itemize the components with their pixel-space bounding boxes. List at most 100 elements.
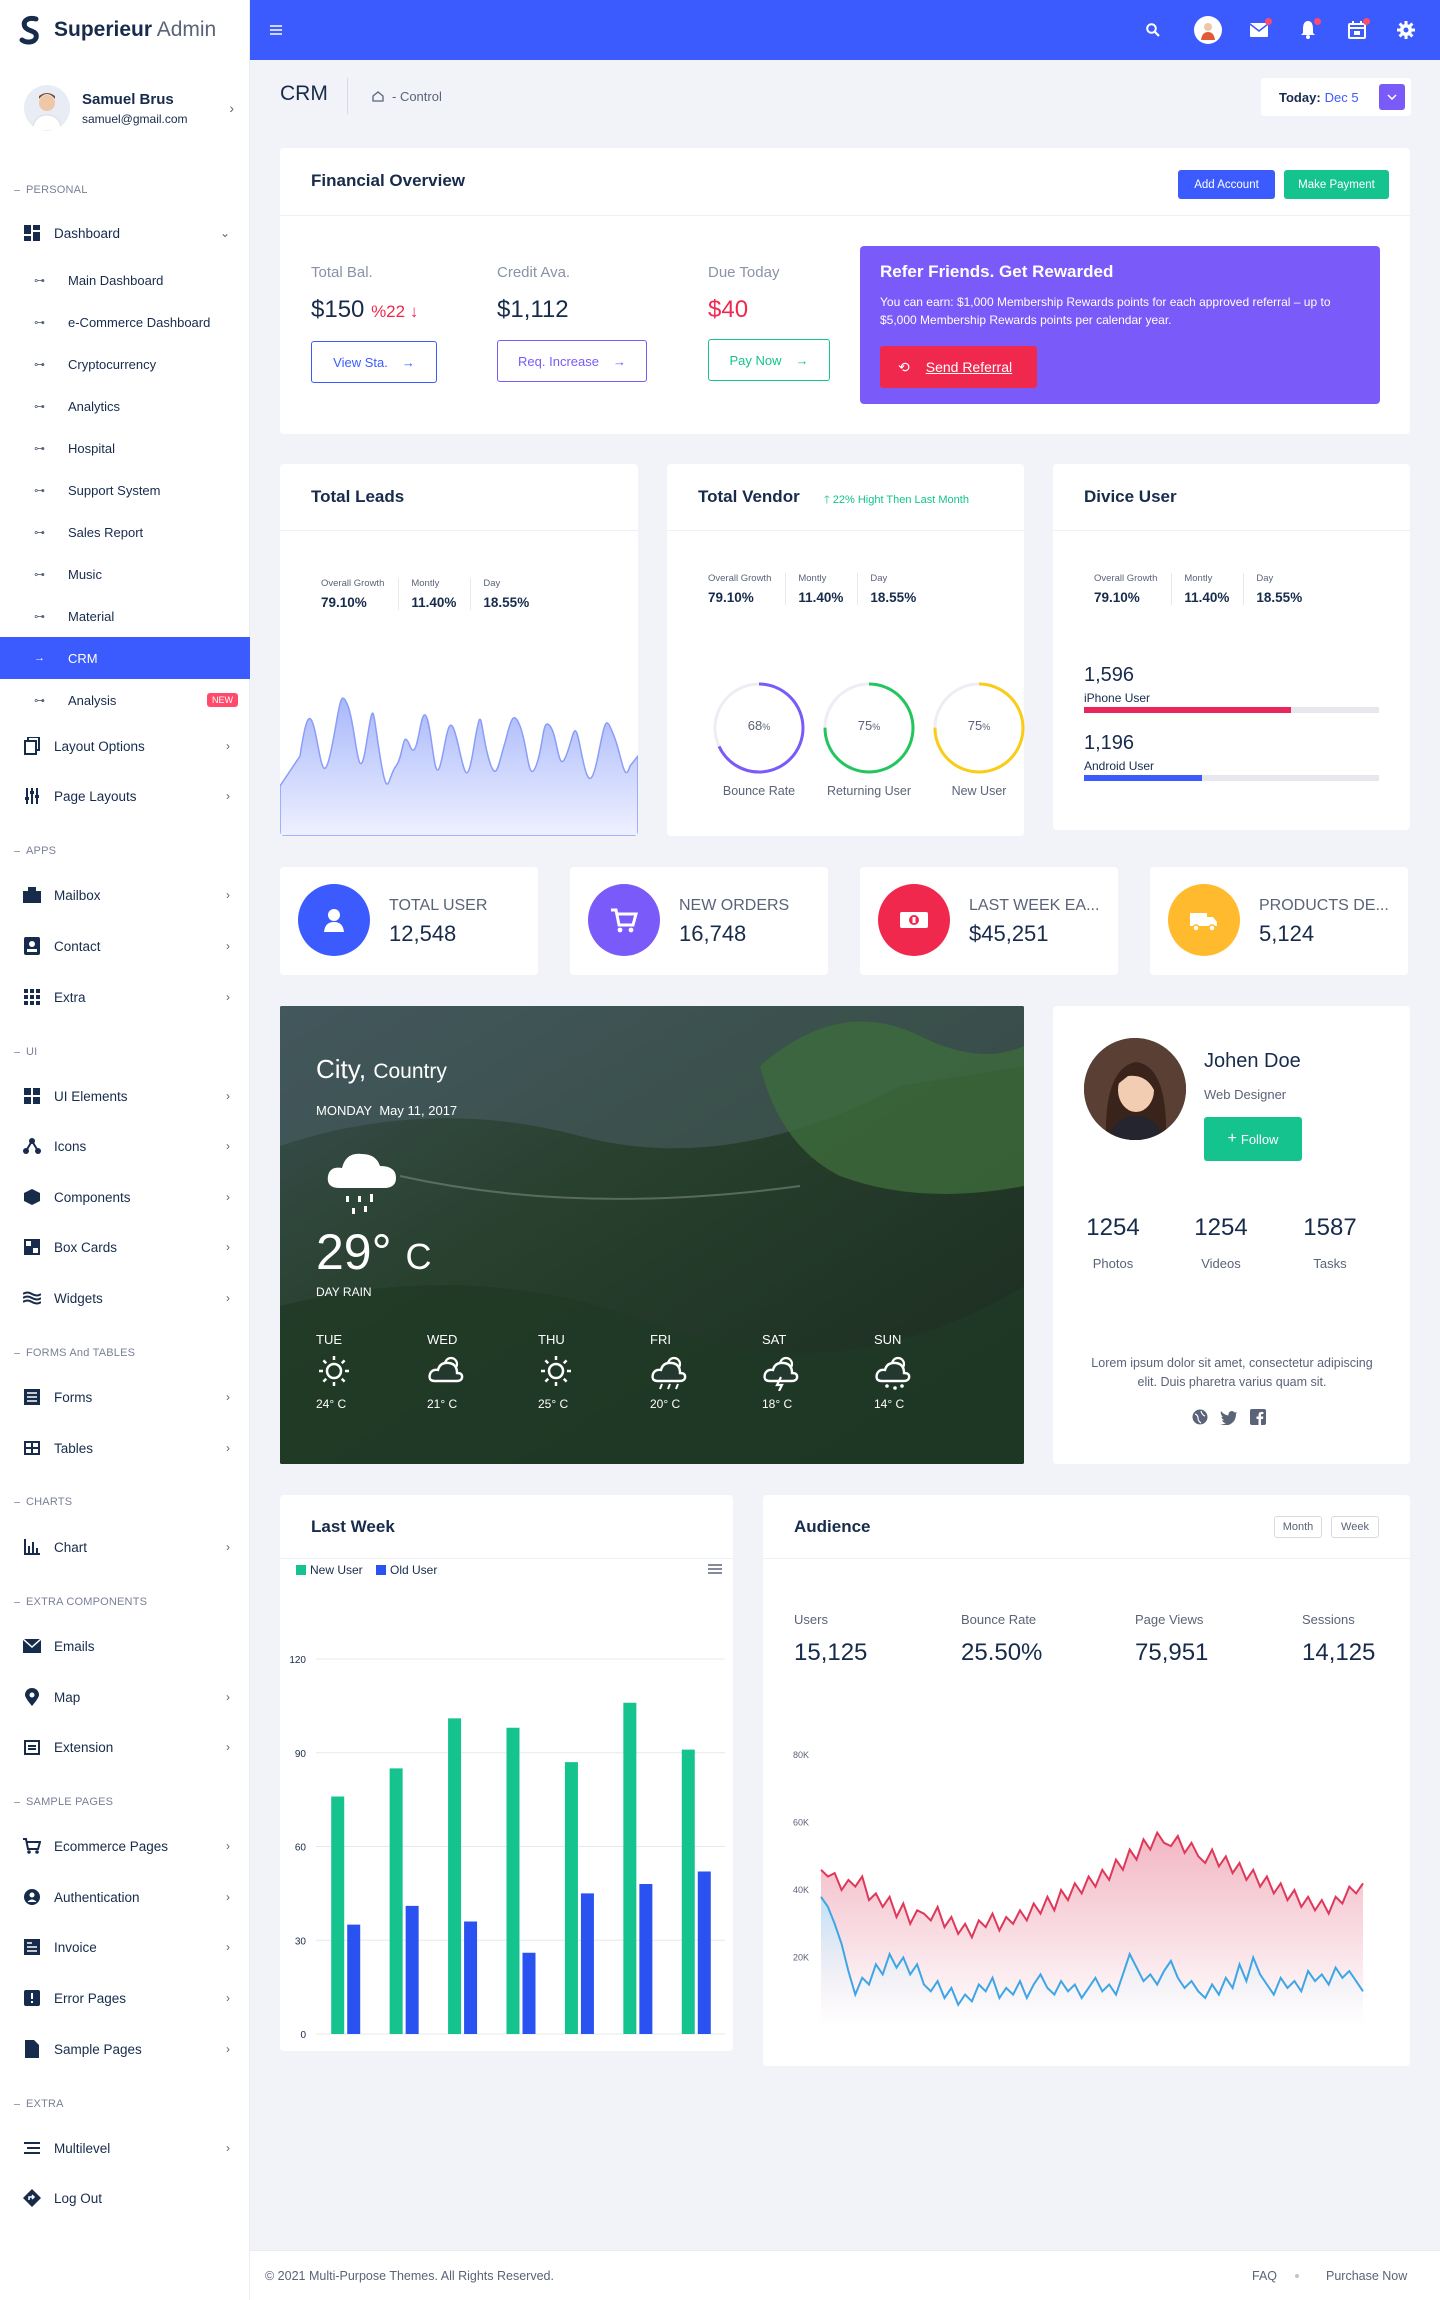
mail-icon[interactable] <box>1245 16 1273 44</box>
money-icon <box>878 884 950 956</box>
sidebar-sub-music[interactable]: ⊶ Music <box>0 553 250 595</box>
view-statement-button[interactable]: View Sta. → <box>311 341 437 383</box>
refresh-icon: ⟲ <box>898 358 910 375</box>
month-toggle-button[interactable]: Month <box>1274 1516 1322 1538</box>
sidebar-item-multilevel[interactable]: Multilevel › <box>0 2127 250 2169</box>
card-title: Audience <box>794 1517 871 1536</box>
table-icon <box>22 1438 42 1458</box>
mini-stat-card: NEW ORDERS 16,748 <box>570 867 828 975</box>
stat: Day 18.55% <box>470 578 543 610</box>
sidebar-sub-analysis[interactable]: ⊶ Analysis NEW <box>0 679 250 721</box>
device-count: 1,596 <box>1084 664 1135 686</box>
sidebar-item-chart[interactable]: Chart › <box>0 1526 250 1568</box>
waves-icon <box>22 1288 42 1308</box>
series-line <box>820 1896 1364 2007</box>
follow-button[interactable]: + Follow <box>1204 1117 1302 1161</box>
vendor-ring: 68% Bounce Rate <box>704 680 814 820</box>
total-leads-card: Total Leads Overall Growth 79.10% Montly 1… <box>280 464 638 836</box>
sidebar-sub-material[interactable]: ⊶ Material <box>0 595 250 637</box>
send-referral-button[interactable]: ⟲ Send Referral <box>880 346 1037 388</box>
profile-stat-label: Videos <box>1201 1256 1241 1271</box>
truck-icon <box>1168 884 1240 956</box>
facebook-icon[interactable] <box>1250 1409 1266 1425</box>
sidebar-sub-ecommerce-dashboard[interactable]: ⊶ e-Commerce Dashboard <box>0 301 250 343</box>
make-payment-button[interactable]: Make Payment <box>1284 170 1389 199</box>
add-account-button[interactable]: Add Account <box>1178 170 1275 199</box>
sidebar-item-authentication[interactable]: Authentication › <box>0 1876 250 1918</box>
request-increase-button[interactable]: Req. Increase → <box>497 340 647 382</box>
sidebar-sub-label: Music <box>68 566 102 582</box>
twitter-icon[interactable] <box>1220 1409 1238 1425</box>
purchase-now-link[interactable]: Purchase Now <box>1326 2269 1408 2283</box>
sidebar-item-invoice[interactable]: Invoice › <box>0 1926 250 1968</box>
chevron-right-icon: › <box>226 1540 230 1554</box>
logo[interactable]: Superieur Admin <box>0 0 250 60</box>
stat-label: Overall Growth <box>1094 573 1158 584</box>
faq-link[interactable]: FAQ <box>1252 2269 1278 2283</box>
bar <box>464 1921 478 2034</box>
globe-icon[interactable] <box>1192 1409 1208 1425</box>
sidebar-sub-hospital[interactable]: ⊶ Hospital <box>0 427 250 469</box>
sidebar-sub-crm[interactable]: → CRM <box>0 637 250 679</box>
forecast-temp: 20° C <box>650 1397 681 1411</box>
sidebar-sub-analytics[interactable]: ⊶ Analytics <box>0 385 250 427</box>
contact-icon <box>22 936 42 956</box>
button-label: Req. Increase <box>518 353 599 369</box>
sidebar-sub-cryptocurrency[interactable]: ⊶ Cryptocurrency <box>0 343 250 385</box>
sidebar-sub-support-system[interactable]: ⊶ Support System <box>0 469 250 511</box>
sidebar-item-ecommerce-pages[interactable]: Ecommerce Pages › <box>0 1825 250 1867</box>
settings-gear-icon[interactable] <box>1392 16 1420 44</box>
key-icon: ⊶ <box>34 316 45 329</box>
rain-cloud-icon <box>327 1153 396 1214</box>
home-icon[interactable] <box>372 91 384 102</box>
sidebar-sub-sales-report[interactable]: ⊶ Sales Report <box>0 511 250 553</box>
sidebar-item-tables[interactable]: Tables › <box>0 1427 250 1469</box>
sidebar-item-layout-options[interactable]: Layout Options › <box>0 725 250 767</box>
sidebar-item-icons[interactable]: Icons › <box>0 1125 250 1167</box>
percent-sign: % <box>982 722 991 732</box>
sidebar-item-mailbox[interactable]: Mailbox › <box>0 874 250 916</box>
sidebar-item-contact[interactable]: Contact › <box>0 925 250 967</box>
sidebar-item-dashboard[interactable]: Dashboard ⌄ <box>0 212 250 254</box>
sidebar-item-extra[interactable]: Extra › <box>0 976 250 1018</box>
stat: Overall Growth 79.10% <box>321 578 398 610</box>
sidebar-item-box-cards[interactable]: Box Cards › <box>0 1226 250 1268</box>
pay-now-button[interactable]: Pay Now → <box>708 339 830 381</box>
date-picker[interactable]: Today: Dec 5 <box>1261 78 1411 116</box>
chart-menu-icon[interactable] <box>708 1564 722 1574</box>
button-label: Pay Now <box>729 352 782 368</box>
sidebar-item-error-pages[interactable]: Error Pages › <box>0 1977 250 2019</box>
sidebar-item-emails[interactable]: Emails <box>0 1625 250 1667</box>
sidebar-item-sample-pages[interactable]: Sample Pages › <box>0 2028 250 2070</box>
bar <box>405 1905 419 2034</box>
weather-description: DAY RAIN <box>316 1285 372 1299</box>
sidebar-item-label: Map <box>54 1689 81 1705</box>
sidebar-item-logout[interactable]: Log Out <box>0 2177 250 2219</box>
sidebar-item-page-layouts[interactable]: Page Layouts › <box>0 775 250 817</box>
user-panel[interactable]: Samuel Brus samuel@gmail.com › <box>24 80 234 136</box>
sidebar-item-widgets[interactable]: Widgets › <box>0 1277 250 1319</box>
sidebar-item-forms[interactable]: Forms › <box>0 1376 250 1418</box>
sidebar-item-map[interactable]: Map › <box>0 1676 250 1718</box>
y-tick-label: 40K <box>793 1885 809 1895</box>
bell-icon[interactable] <box>1294 16 1322 44</box>
menu-toggle-icon[interactable] <box>262 16 290 44</box>
page-header: CRM - Control Today: Dec 5 <box>280 78 1411 118</box>
refer-text: You can earn: $1,000 Membership Rewards … <box>880 295 1331 327</box>
sidebar-sub-main-dashboard[interactable]: ⊶ Main Dashboard <box>0 259 250 301</box>
date-dropdown-button[interactable] <box>1379 84 1405 110</box>
sidebar-item-label: Page Layouts <box>54 788 137 804</box>
bar <box>522 1952 536 2034</box>
audience-stat-label: Bounce Rate <box>961 1612 1037 1627</box>
calendar-icon[interactable] <box>1343 16 1371 44</box>
chevron-right-icon: › <box>226 939 230 953</box>
sidebar-item-components[interactable]: Components › <box>0 1176 250 1218</box>
week-toggle-button[interactable]: Week <box>1331 1516 1379 1538</box>
topbar <box>250 0 1440 60</box>
y-tick-label: 0 <box>300 2030 306 2039</box>
user-avatar-button[interactable] <box>1194 16 1222 44</box>
search-icon[interactable] <box>1139 16 1167 44</box>
total-balance-change: %22 <box>371 302 406 321</box>
sidebar-item-extension[interactable]: Extension › <box>0 1726 250 1768</box>
sidebar-item-ui-elements[interactable]: UI Elements › <box>0 1075 250 1117</box>
